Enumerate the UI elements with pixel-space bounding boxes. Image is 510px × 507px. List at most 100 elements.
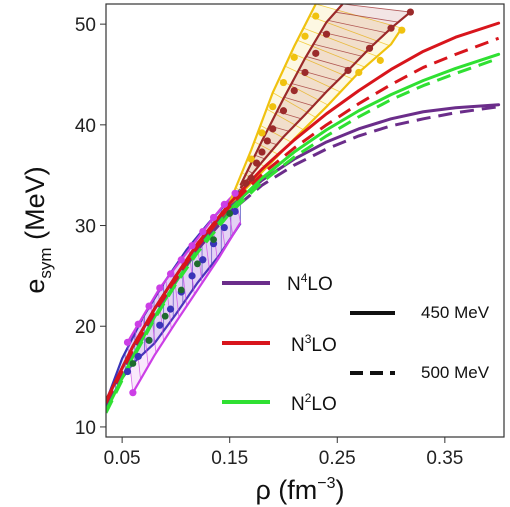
magenta-band-marker [220,200,228,208]
orange-band-marker [355,68,363,77]
legend: N4LO N3LO N2LO 450 MeV 500 MeV [222,271,490,415]
legend-n3lo-label: N3LO [291,332,337,356]
brown-band-hatch [306,56,350,70]
brown-band-marker [406,8,415,16]
magenta-band-marker [134,320,142,328]
plot-frame [105,3,505,438]
n3lo-solid-line [106,21,501,403]
magenta-band-marker [209,213,218,222]
n4lo-solid-line [106,103,501,403]
orange-band-hatch [254,141,280,156]
orange-band-marker [312,12,320,20]
green-marker [177,286,185,294]
blue-band-marker [166,305,175,313]
magenta-band-marker [166,270,175,278]
legend-n4lo-label: N4LO [287,271,333,295]
data-markers [123,8,415,397]
y-tick-label: 40 [75,116,96,137]
green-marker [210,236,217,244]
brown-band-marker [290,87,298,95]
brown-band-marker [269,125,277,133]
brown-band-marker [312,49,320,57]
x-tick-label: 0.15 [211,448,248,469]
brown-band-marker [279,107,288,115]
y-tick-label: 50 [75,15,96,36]
brown-band-hatch [342,4,411,13]
orange-band-marker [301,32,309,40]
brown-band-marker [301,68,309,77]
magenta-band-marker [199,227,207,236]
green-marker [226,210,234,217]
blue-band-marker [231,207,239,216]
orange-band-marker [398,26,406,34]
magenta-band-marker [156,284,164,292]
orange-band-hatch [266,108,304,131]
orange-band-marker [258,129,266,137]
brown-band-marker [242,179,250,187]
brown-band-hatch [291,83,326,94]
brown-band-lower-edge [239,11,412,189]
orange-band-lower-edge [228,27,403,207]
blue-band-marker [123,367,132,376]
legend-n2lo-label: N2LO [291,391,337,415]
n2lo-dashed-line [106,56,500,414]
brown-band-hatch [313,43,362,57]
brown-band-fill [240,4,411,189]
magenta-band-marker [123,338,132,346]
orange-band-hatch [272,92,316,118]
blue-band-marker [199,256,207,264]
brown-band-marker [258,148,266,156]
magenta-band-marker [188,242,196,250]
x-axis-label: ρ (fm−3) [255,475,344,505]
y-axis-label: esym (MeV) [20,166,55,293]
blue-band-marker [220,223,228,232]
brown-band-marker [387,24,395,32]
magenta-band-lower-edge [131,221,242,394]
brown-band-marker [252,159,261,167]
blue-band-marker [156,321,164,329]
orange-band-upper-edge [228,4,317,203]
brown-band-marker [263,137,271,145]
series-lines [106,21,501,414]
brown-band-hatch [284,96,314,107]
orange-band-hatch [278,79,329,106]
orange-band-marker [376,56,384,64]
orange-band-hatch [260,125,292,143]
x-axis-label-exponent: −3 [317,475,335,492]
orange-band-marker [290,53,298,61]
green-marker [194,260,201,268]
x-tick-label: 0.25 [319,448,356,469]
brown-band-marker [344,66,352,75]
brown-band-hatch [254,154,265,160]
legend-solid-label: 450 MeV [421,303,490,322]
y-axis-label-subscript: sym [36,247,55,278]
brown-band-marker [365,44,374,52]
magenta-band-marker [129,389,137,397]
x-tick-label: 0.35 [426,448,463,469]
y-tick-label: 30 [75,217,96,238]
magenta-band-hatch [127,342,134,393]
legend-dashed-label: 500 MeV [421,363,490,382]
magenta-band-marker [231,189,239,197]
magenta-band-marker [145,302,153,310]
y-tick-label: 20 [75,317,96,338]
orange-band-marker [279,78,288,87]
x-tick-label: 0.05 [104,448,141,469]
brown-band-marker [247,174,255,182]
green-marker [161,312,169,320]
blue-band-marker [134,352,142,361]
brown-band-upper-edge [239,4,344,186]
brown-band-hatch [335,11,399,23]
brown-band-marker [322,30,331,38]
orange-band-hatch [297,39,366,68]
orange-band-marker [269,103,277,111]
green-marker [129,360,137,367]
uncertainty-bands [106,4,412,408]
brown-band-hatch [327,20,387,34]
magenta-band-hatch [157,290,165,342]
green-marker [145,336,153,344]
axis-ticks: 0.05 0.15 0.25 0.35 10 20 30 40 50 [75,15,463,469]
n3lo-dashed-line [106,36,500,404]
n4lo-dashed-line [106,105,499,405]
magenta-band-marker [177,256,185,264]
